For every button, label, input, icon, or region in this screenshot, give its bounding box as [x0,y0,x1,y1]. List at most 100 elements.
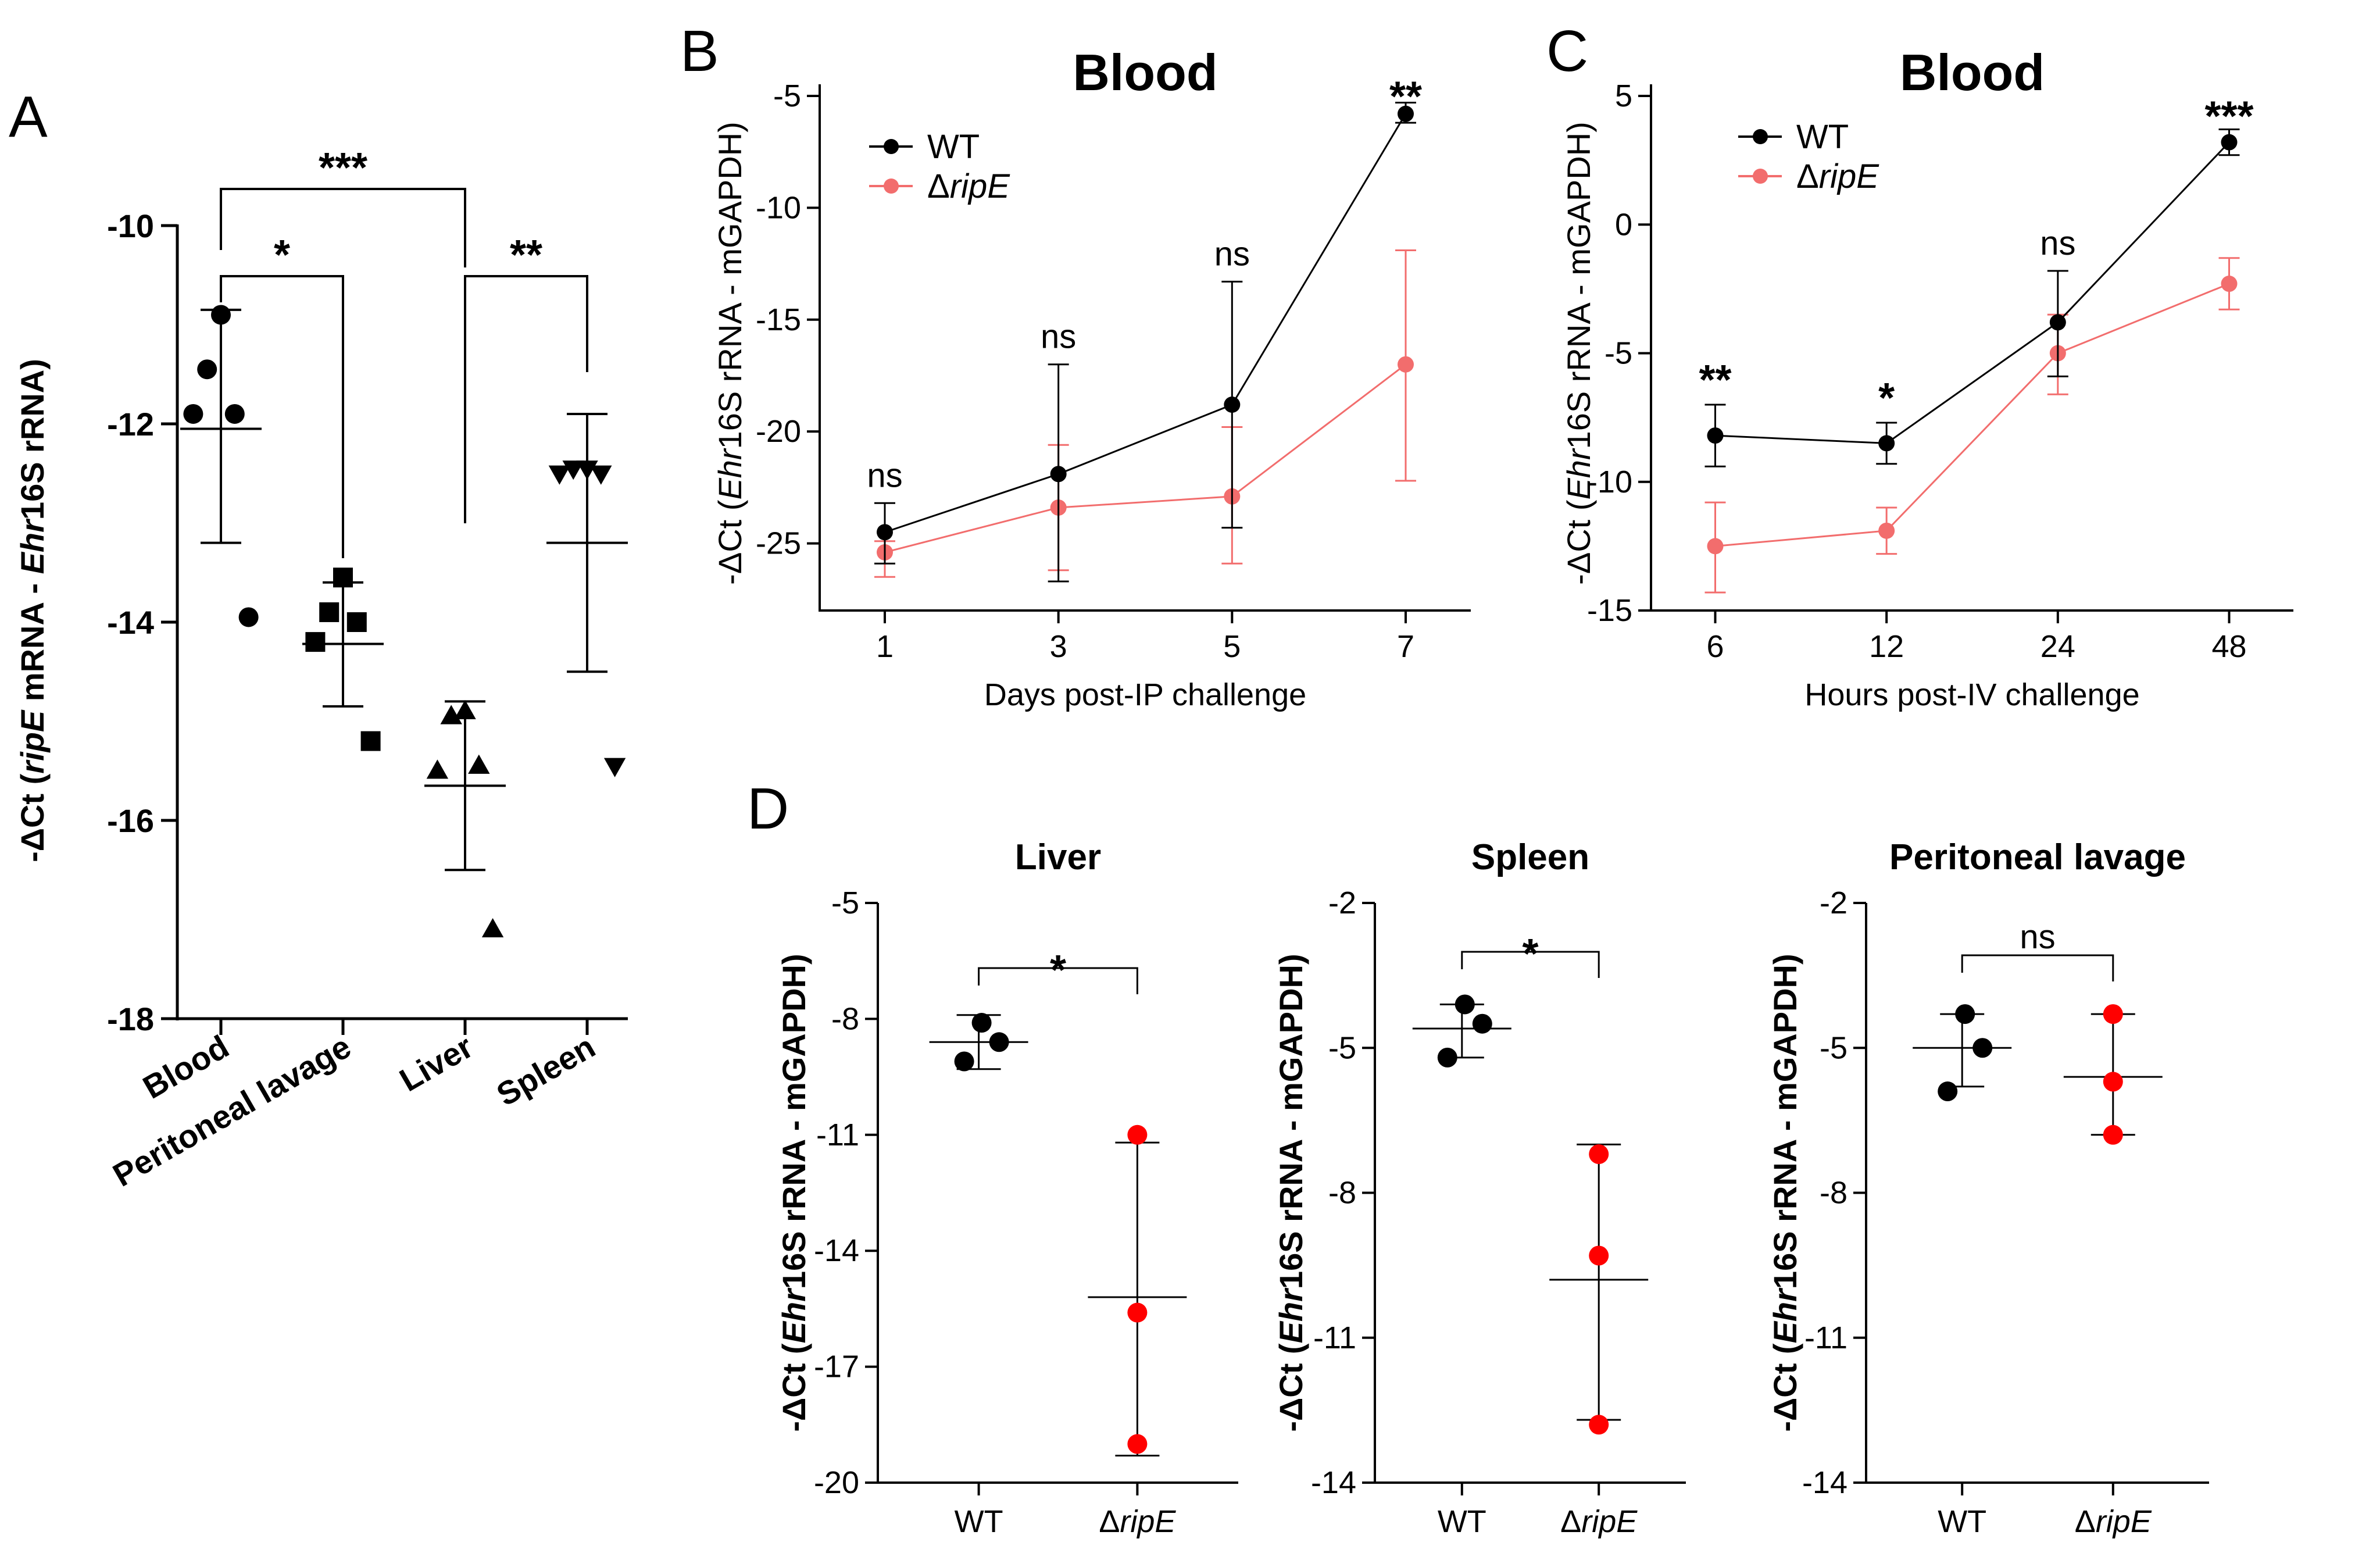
panel-d-peritoneal-lavage: Peritoneal lavage -2 -5 -8 -11 -14 WT ΔripE -ΔCt… [1767,837,2209,1539]
data-point-wt [2049,314,2066,331]
data-point [319,602,340,622]
data-point-wt [1437,1047,1457,1068]
data-point-wt [2221,134,2238,151]
data-point [548,465,571,485]
data-point-wt [1472,1013,1492,1034]
x-tick-label: 6 [1706,629,1724,664]
data-point [576,460,598,480]
data-point-wt [1878,435,1895,452]
subplot-title: Spleen [1471,837,1589,877]
data-point-wt [877,524,893,541]
significance-label: * [1050,947,1066,994]
data-point [305,632,326,652]
y-tick-label: -5 [1328,1030,1356,1065]
data-point [183,404,203,424]
data-point [440,705,462,724]
ylabel-part: 16S rRNA - mGAPDH) [1767,954,1803,1289]
x-tick-delta: Δ [2075,1504,2096,1539]
significance-label: ** [510,232,542,279]
ylabel-part: -ΔCt ( [1273,1343,1309,1432]
panel-label-a: A [9,84,48,149]
subplot-title: Peritoneal lavage [1889,837,2186,877]
x-tick-label: Liver [394,1028,479,1098]
ylabel-part: -ΔCt ( [712,499,748,585]
data-point-ripe [1127,1302,1148,1323]
legend-label-wt: WT [927,128,980,166]
x-tick-label: 1 [876,629,894,664]
data-point [426,759,449,779]
y-tick-label: 5 [1615,78,1632,113]
data-point-ripe [1127,1434,1148,1454]
x-tick-ripe: ripE [2096,1504,2152,1539]
significance-label: ns [2040,224,2075,262]
x-tick-label: 24 [2040,629,2075,664]
panel-c: C Blood 5 0 -5 -10 -15 6 12 24 48 Hours post-IV cha… [1546,19,2293,712]
data-point [224,404,245,424]
panel-label: B [680,19,719,84]
x-tick-ripe: ripE [1581,1504,1638,1539]
y-tick-label: -5 [773,78,801,113]
ylabel-part: -ΔCt ( [14,773,51,862]
y-tick-label: -10 [1587,465,1632,499]
ylabel-part: Ehr [14,518,51,574]
data-point-wt [1050,466,1067,483]
significance-bracket [978,967,1138,994]
series-line-wt [884,113,1407,533]
legend-ripe: ripE [950,167,1010,205]
data-point-ripe [2103,1124,2123,1145]
y-axis-label: -ΔCt (ripE mRNA - Ehr16S rRNA) [14,359,51,862]
x-tick-label: Spleen [490,1028,601,1113]
data-point-wt [1224,397,1241,413]
significance-label: * [1878,375,1895,422]
y-tick-label: -15 [756,302,801,337]
chart-title: Blood [1900,44,2045,101]
significance-label: ns [1041,318,1076,356]
legend-label-ripe: ΔripE [927,167,1010,205]
y-tick-label: -17 [814,1349,859,1384]
legend-label-wt: WT [1796,118,1849,156]
data-point [468,754,490,774]
y-tick-label: -8 [1328,1176,1356,1211]
ylabel-part: mRNA - [14,574,51,710]
ylabel-part: Ehr [1560,448,1597,499]
legend-ripe: ripE [1819,158,1879,195]
data-point-wt [971,1013,992,1033]
legend-marker-ripe [884,178,899,194]
y-axis-label: -ΔCt (Ehr16S rRNA - mGAPDH) [776,954,812,1431]
x-axis-label: Days post-IP challenge [984,677,1306,712]
data-point-wt [1455,994,1475,1015]
data-point-wt [1707,427,1724,444]
ylabel-part: 16S rRNA) [14,359,51,520]
data-point-wt [1398,105,1414,122]
panel-b: B Blood -5 -10 -15 -20 -25 1 3 5 7 Days post-IP cha… [680,19,1471,712]
significance-label: *** [2204,94,2253,140]
x-tick-ripe: ripE [1120,1504,1176,1539]
y-tick-label: -12 [107,406,154,442]
x-tick-label-wt: WT [955,1504,1003,1539]
x-tick-label: 3 [1050,629,1067,664]
data-point [481,918,504,938]
data-point [211,305,231,325]
significance-bracket [1461,951,1600,978]
ylabel-part: 16S rRNA - mGAPDH) [776,954,812,1289]
data-point [590,465,612,485]
data-point-ripe [1127,1124,1148,1145]
x-tick-label: 48 [2211,629,2246,664]
y-tick-label: -5 [1820,1030,1847,1065]
y-axis-label: -ΔCt (Ehr16S rRNA - mGAPDH) [712,122,748,585]
significance-label: ns [867,456,902,494]
chart-title: Blood [1073,44,1217,101]
y-tick-label: -15 [1587,593,1632,628]
data-point-wt [1938,1081,1958,1102]
data-point [562,460,584,480]
x-tick-label: Blood [137,1028,235,1106]
y-tick-label: -11 [1804,1320,1847,1355]
y-tick-label: -8 [1820,1176,1847,1211]
y-tick-label: -25 [756,526,801,561]
data-point-wt [1972,1038,1993,1058]
y-axis-label: -ΔCt (Ehr16S rRNA - mGAPDH) [1767,954,1803,1431]
significance-label: * [274,232,290,279]
ylabel-part: Ehr [712,448,748,499]
y-tick-label: -2 [1328,886,1356,920]
ylabel-part: Ehr [1273,1287,1309,1344]
